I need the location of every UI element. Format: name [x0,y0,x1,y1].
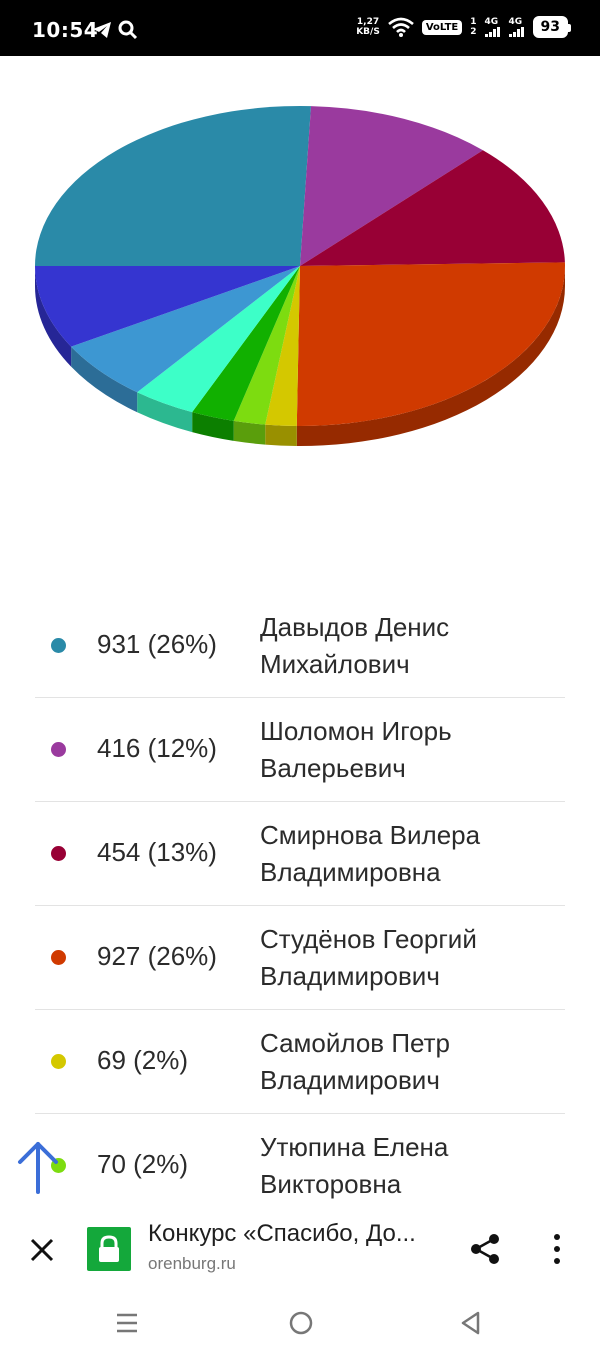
legend-color-dot [51,950,66,965]
legend-color-dot [51,638,66,653]
wifi-icon [387,17,414,37]
pie-slice [265,266,300,426]
scroll-up-arrow-icon[interactable] [14,1140,62,1196]
volte-badge: VoLTE [421,19,463,35]
pie-chart [0,56,600,536]
legend-candidate-name: Самойлов Петр Владимирович [260,1028,450,1095]
chart-legend: 931 (26%) Давыдов Денис Михайлович 416 (12… [35,594,565,1218]
pie-slice [233,266,300,425]
padlock-icon [99,1235,119,1262]
legend-candidate-name: Смирнова Вилера Владимировна [260,820,481,887]
telegram-icon [93,22,111,38]
pie-slice-side [192,412,234,441]
search-icon [118,20,138,40]
battery-icon: 93 [532,16,572,38]
legend-value: 69 (2%) [97,1045,189,1075]
legend-candidate-name: Студёнов Георгий Владимирович [260,924,477,991]
sim1-network: 4G [484,17,499,27]
pie-chart-svg [35,106,566,447]
more-options-icon[interactable] [546,1232,568,1266]
page-url[interactable]: orenburg.ru [148,1254,236,1273]
pie-slice [71,266,300,393]
legend-value: 927 (26%) [97,941,217,971]
pie-slice [35,266,300,347]
signal-icon [508,27,524,37]
legend-item: 931 (26%) Давыдов Денис Михайлович [35,594,565,698]
legend-color-dot [51,742,66,757]
close-icon[interactable] [26,1234,58,1266]
pie-slice [35,106,312,266]
sim2-network: 4G [508,17,523,27]
legend-item: 416 (12%) Шоломон Игорь Валерьевич [35,698,565,802]
pie-slice [300,106,483,267]
pie-slice [300,150,565,266]
legend-item: 454 (13%) Смирнова Вилера Владимировна [35,802,565,906]
pie-slice [192,266,300,421]
home-icon[interactable] [288,1310,314,1336]
status-time: 10:54 [32,18,99,42]
legend-candidate-name: Шоломон Игорь Валерьевич [260,716,452,783]
pie-slice-side [71,346,138,413]
system-nav-bar [0,1292,600,1352]
browser-bottom-bar: Конкурс «Спасибо, До... orenburg.ru [0,1208,600,1292]
legend-value: 931 (26%) [97,629,217,659]
network-speed: 1,27 KB/S [356,17,380,37]
legend-color-dot [51,1054,66,1069]
pie-slice [296,262,566,427]
legend-item: 69 (2%) Самойлов Петр Владимирович [35,1010,565,1114]
pie-slice-side [265,424,297,446]
legend-color-dot [51,846,66,861]
sim-indicator: 1 [470,17,477,27]
share-icon[interactable] [468,1232,502,1266]
legend-candidate-name: Давыдов Денис Михайлович [260,612,450,679]
signal-icon [484,27,500,37]
lock-icon[interactable] [87,1227,131,1271]
pie-slice-side [35,266,72,367]
recent-apps-icon[interactable] [114,1310,140,1336]
status-bar: 10:54 1,27 KB/S VoLTE 1 2 4G [0,0,600,56]
pie-slice-side [137,392,193,433]
legend-value: 70 (2%) [97,1149,189,1179]
pie-slice-side [296,266,565,447]
back-icon[interactable] [458,1310,484,1336]
legend-candidate-name: Утюпина Елена Викторовна [260,1132,449,1199]
pie-slice [137,266,300,413]
legend-value: 454 (13%) [97,837,217,867]
page-title[interactable]: Конкурс «Спасибо, До... [148,1220,416,1247]
legend-item: 927 (26%) Студёнов Георгий Владимирович [35,906,565,1010]
legend-value: 416 (12%) [97,733,217,763]
legend-item: 70 (2%) Утюпина Елена Викторовна [35,1114,565,1218]
pie-slice-side [233,420,266,445]
